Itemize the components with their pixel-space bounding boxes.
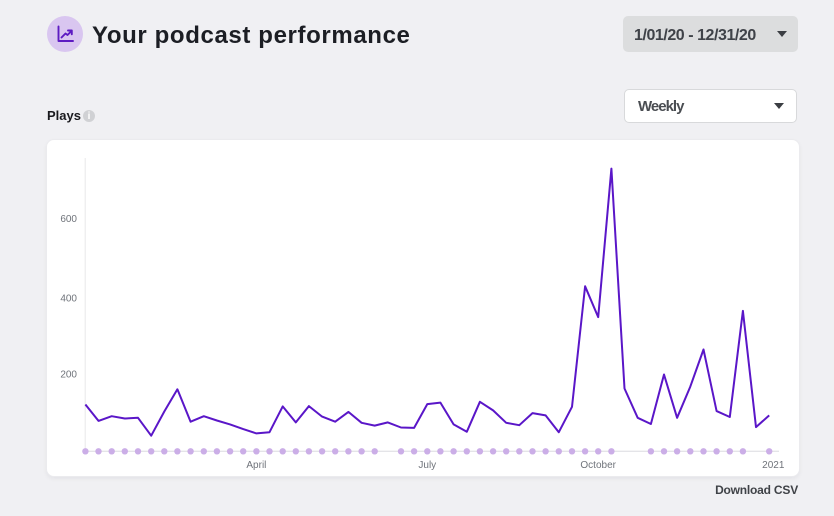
svg-text:April: April: [246, 460, 266, 471]
svg-text:October: October: [580, 460, 616, 471]
svg-text:200: 200: [60, 370, 77, 381]
svg-text:400: 400: [60, 294, 77, 305]
svg-text:2021: 2021: [762, 460, 785, 471]
svg-text:600: 600: [60, 214, 77, 225]
svg-text:July: July: [418, 460, 436, 471]
